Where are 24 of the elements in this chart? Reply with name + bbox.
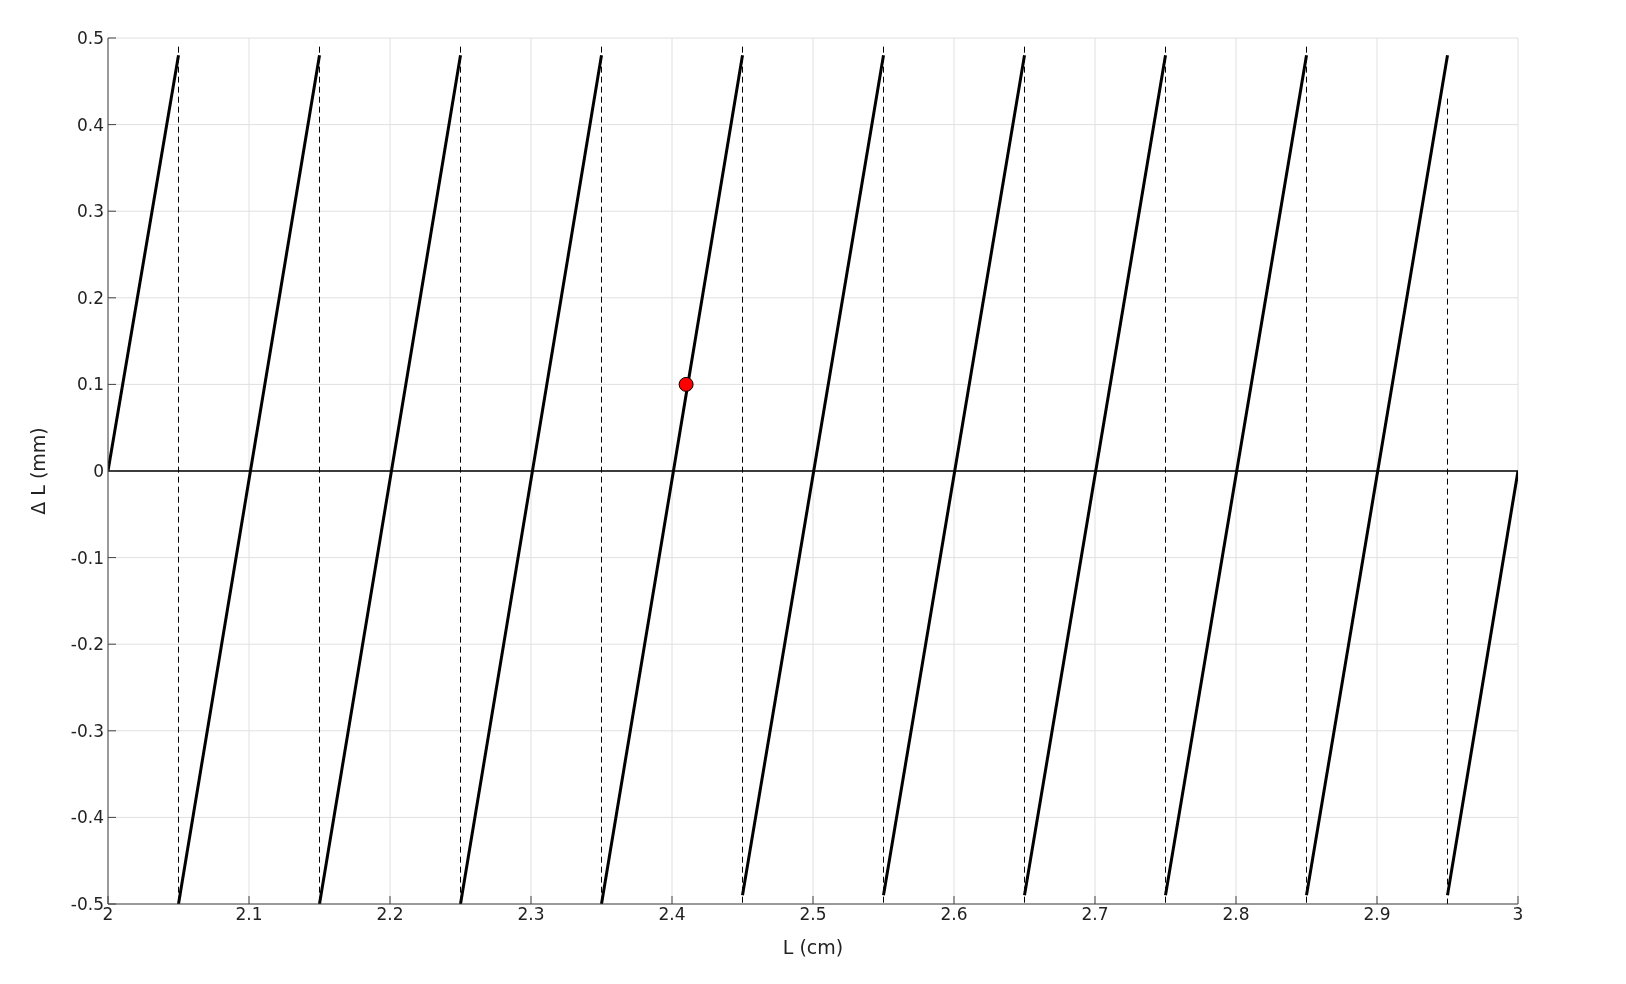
y-axis-title: Δ L (mm) <box>26 427 49 515</box>
x-tick-label: 2.4 <box>658 904 686 925</box>
x-tick-label: 2 <box>102 904 114 925</box>
x-tick-label: 2.6 <box>940 904 968 925</box>
x-tick-label: 2.1 <box>235 904 263 925</box>
y-tick-label: -0.1 <box>70 547 104 568</box>
x-tick-label: 2.5 <box>799 904 827 925</box>
y-tick-label: 0.3 <box>76 201 104 222</box>
x-tick-label: 2.9 <box>1363 904 1391 925</box>
y-tick-label: -0.2 <box>70 634 104 655</box>
x-tick-label: 2.7 <box>1081 904 1109 925</box>
y-tick-label: 0.5 <box>76 28 104 49</box>
x-axis-title: L (cm) <box>782 936 844 958</box>
x-tick-label: 2.2 <box>376 904 404 925</box>
y-tick-label: 0.2 <box>76 287 104 308</box>
y-tick-label: 0.1 <box>76 374 104 395</box>
y-tick-label: -0.5 <box>70 894 104 915</box>
y-tick-label: -0.4 <box>70 807 104 828</box>
x-tick-label: 3 <box>1512 904 1524 925</box>
y-tick-label: -0.3 <box>70 720 104 741</box>
x-tick-label: 2.3 <box>517 904 545 925</box>
x-tick-label: 2.8 <box>1222 904 1250 925</box>
y-tick-label: 0.4 <box>76 114 104 135</box>
y-tick-label: 0 <box>93 461 104 482</box>
